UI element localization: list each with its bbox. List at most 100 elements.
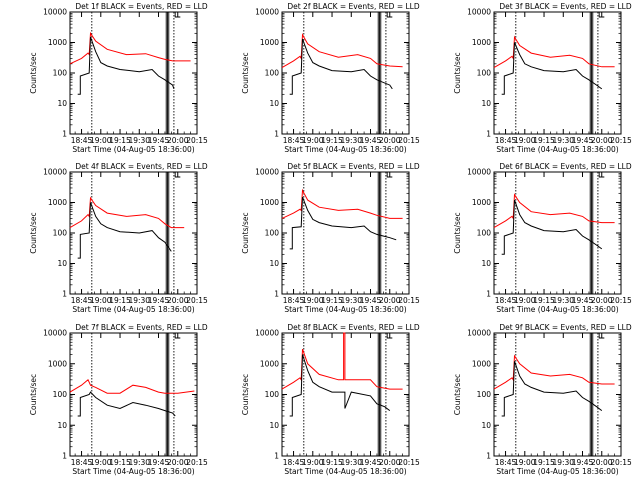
- y-axis-label: Counts/sec: [453, 212, 462, 253]
- panel-det-7: 1 10 100 1000 10000 18:4519:0019:1519:3019:45…: [29, 323, 208, 476]
- series-line-lld: [281, 32, 403, 69]
- x-axis-label: Start Time (04-Aug-05 18:36:00): [72, 145, 194, 154]
- panel-det-2: 1 10 100 1000 10000 18:4519:0019:1519:3019:45…: [241, 2, 420, 154]
- y-axis-label: Counts/sec: [241, 52, 250, 93]
- series-line-events: [501, 42, 603, 95]
- y-tick-label: 10000: [43, 8, 67, 17]
- x-tick-label: 19:00: [90, 458, 112, 467]
- x-axis-label: Start Time (04-Aug-05 18:36:00): [72, 467, 194, 476]
- x-axis-label: Start Time (04-Aug-05 18:36:00): [496, 145, 618, 154]
- y-tick-label: 100: [265, 229, 280, 238]
- y-tick-label: 100: [477, 229, 492, 238]
- x-tick-label: 19:00: [514, 296, 536, 305]
- y-tick-label: 1: [486, 290, 491, 299]
- x-tick-label: 19:00: [302, 296, 324, 305]
- x-tick-label: 19:15: [533, 136, 555, 145]
- x-tick-label: 20:15: [186, 136, 208, 145]
- y-tick-label: 10: [481, 259, 491, 268]
- x-tick-label: 19:45: [572, 296, 594, 305]
- series-line-events: [77, 202, 172, 259]
- y-axis-label: Counts/sec: [453, 52, 462, 93]
- x-tick-label: 20:00: [591, 458, 613, 467]
- y-tick-label: 10: [269, 421, 279, 430]
- y-tick-label: 1000: [472, 359, 491, 368]
- series-line-events: [289, 354, 391, 417]
- x-tick-label: 20:15: [186, 296, 208, 305]
- x-tick-label: 19:30: [340, 136, 362, 145]
- x-tick-label: 20:00: [591, 296, 613, 305]
- x-tick-label: 19:30: [128, 458, 150, 467]
- y-tick-label: 1: [62, 452, 67, 461]
- x-tick-label: 19:00: [514, 458, 536, 467]
- y-axis-label: Counts/sec: [29, 374, 38, 415]
- y-tick-label: 1: [486, 130, 491, 139]
- x-tick-label: 20:15: [186, 458, 208, 467]
- y-tick-label: 10: [57, 421, 67, 430]
- series-line-lld: [493, 354, 615, 390]
- y-tick-label: 100: [265, 69, 280, 78]
- panel-det-4: 1 10 100 1000 10000 18:4519:0019:1519:3019:45…: [29, 162, 208, 314]
- x-tick-label: 20:15: [398, 458, 420, 467]
- series-line-lld: [493, 193, 615, 229]
- y-tick-label: 1000: [260, 38, 279, 47]
- y-tick-label: 1: [62, 130, 67, 139]
- x-tick-label: 19:45: [360, 296, 382, 305]
- panel-det-3: 1 10 100 1000 10000 18:4519:0019:1519:3019:45…: [453, 2, 632, 154]
- x-tick-label: 18:45: [71, 458, 93, 467]
- x-tick-label: 20:00: [379, 136, 401, 145]
- series-line-events: [77, 36, 175, 95]
- x-tick-label: 18:45: [495, 458, 517, 467]
- x-axis-label: Start Time (04-Aug-05 18:36:00): [284, 305, 406, 314]
- x-tick-label: 19:15: [533, 296, 555, 305]
- x-tick-label: 19:30: [128, 296, 150, 305]
- x-tick-label: 19:00: [302, 136, 324, 145]
- y-tick-label: 10000: [467, 168, 491, 177]
- x-tick-label: 19:00: [514, 136, 536, 145]
- y-tick-label: 100: [53, 390, 68, 399]
- y-axis-label: Counts/sec: [29, 212, 38, 253]
- x-tick-label: 19:45: [148, 296, 170, 305]
- x-tick-label: 19:15: [109, 136, 131, 145]
- x-tick-label: 20:15: [398, 136, 420, 145]
- y-tick-label: 10: [481, 421, 491, 430]
- y-tick-label: 100: [477, 69, 492, 78]
- x-tick-label: 19:45: [572, 136, 594, 145]
- x-tick-label: 18:45: [495, 296, 517, 305]
- x-tick-label: 18:45: [495, 136, 517, 145]
- chart-title: Det 6f BLACK = Events, RED = LLD: [499, 162, 632, 171]
- panel-det-1: 1 10 100 1000 10000 18:4519:0019:1519:3019:45…: [29, 2, 208, 154]
- y-tick-label: 1: [274, 130, 279, 139]
- y-axis-label: Counts/sec: [453, 374, 462, 415]
- x-axis-label: Start Time (04-Aug-05 18:36:00): [72, 305, 194, 314]
- series-line-lld: [69, 31, 191, 65]
- x-tick-label: 19:30: [552, 458, 574, 467]
- y-tick-label: 1: [274, 290, 279, 299]
- x-tick-label: 20:00: [591, 136, 613, 145]
- y-tick-label: 10: [57, 259, 67, 268]
- y-tick-label: 1: [486, 452, 491, 461]
- y-tick-label: 100: [53, 69, 68, 78]
- x-tick-label: 18:45: [283, 296, 305, 305]
- y-tick-label: 10: [269, 99, 279, 108]
- y-tick-label: 10: [269, 259, 279, 268]
- y-tick-label: 10000: [43, 329, 67, 338]
- panel-det-5: 1 10 100 1000 10000 18:4519:0019:1519:3019:45…: [241, 162, 420, 314]
- x-tick-label: 20:15: [610, 136, 632, 145]
- y-tick-label: 10: [481, 99, 491, 108]
- x-tick-label: 19:15: [533, 458, 555, 467]
- x-tick-label: 19:00: [90, 296, 112, 305]
- x-tick-label: 19:45: [360, 458, 382, 467]
- x-tick-label: 19:00: [90, 136, 112, 145]
- series-line-lld: [281, 188, 403, 219]
- series-line-events: [501, 361, 603, 417]
- x-axis-label: Start Time (04-Aug-05 18:36:00): [496, 467, 618, 476]
- y-tick-label: 1: [62, 290, 67, 299]
- x-tick-label: 19:15: [321, 136, 343, 145]
- y-tick-label: 100: [265, 390, 280, 399]
- x-axis-label: Start Time (04-Aug-05 18:36:00): [284, 467, 406, 476]
- x-tick-label: 19:15: [321, 296, 343, 305]
- series-line-lld: [281, 332, 403, 390]
- x-tick-label: 19:15: [321, 458, 343, 467]
- x-tick-label: 19:45: [572, 458, 594, 467]
